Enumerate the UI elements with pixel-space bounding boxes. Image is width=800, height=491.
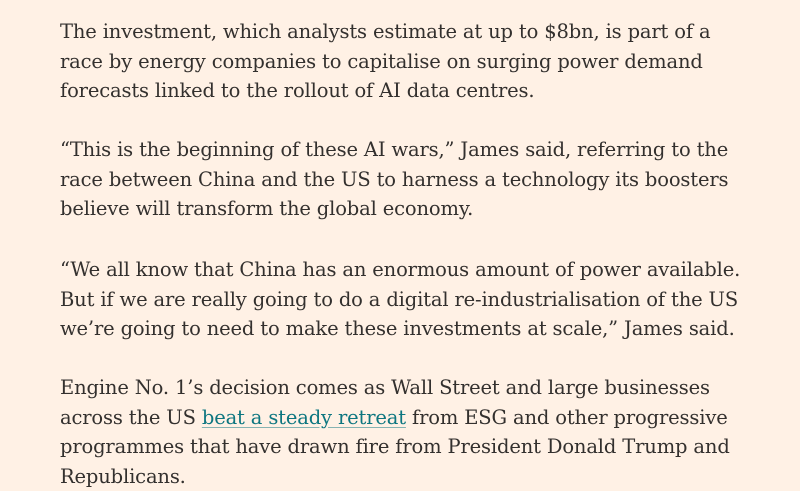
beat-a-steady-retreat-link[interactable]: beat a steady retreat — [201, 405, 406, 429]
paragraph-investment: The investment, which analysts estimate … — [60, 20, 711, 102]
paragraph-ai-wars-quote: “This is the beginning of these AI wars,… — [60, 138, 729, 220]
paragraph-text-before-link: Engine No. 1’s decision comes as Wall St… — [60, 376, 710, 429]
paragraph-china-power-quote: “We all know that China has an enormous … — [60, 258, 741, 340]
paragraph-engine-no1-decision: Engine No. 1’s decision comes as Wall St… — [60, 373, 750, 491]
